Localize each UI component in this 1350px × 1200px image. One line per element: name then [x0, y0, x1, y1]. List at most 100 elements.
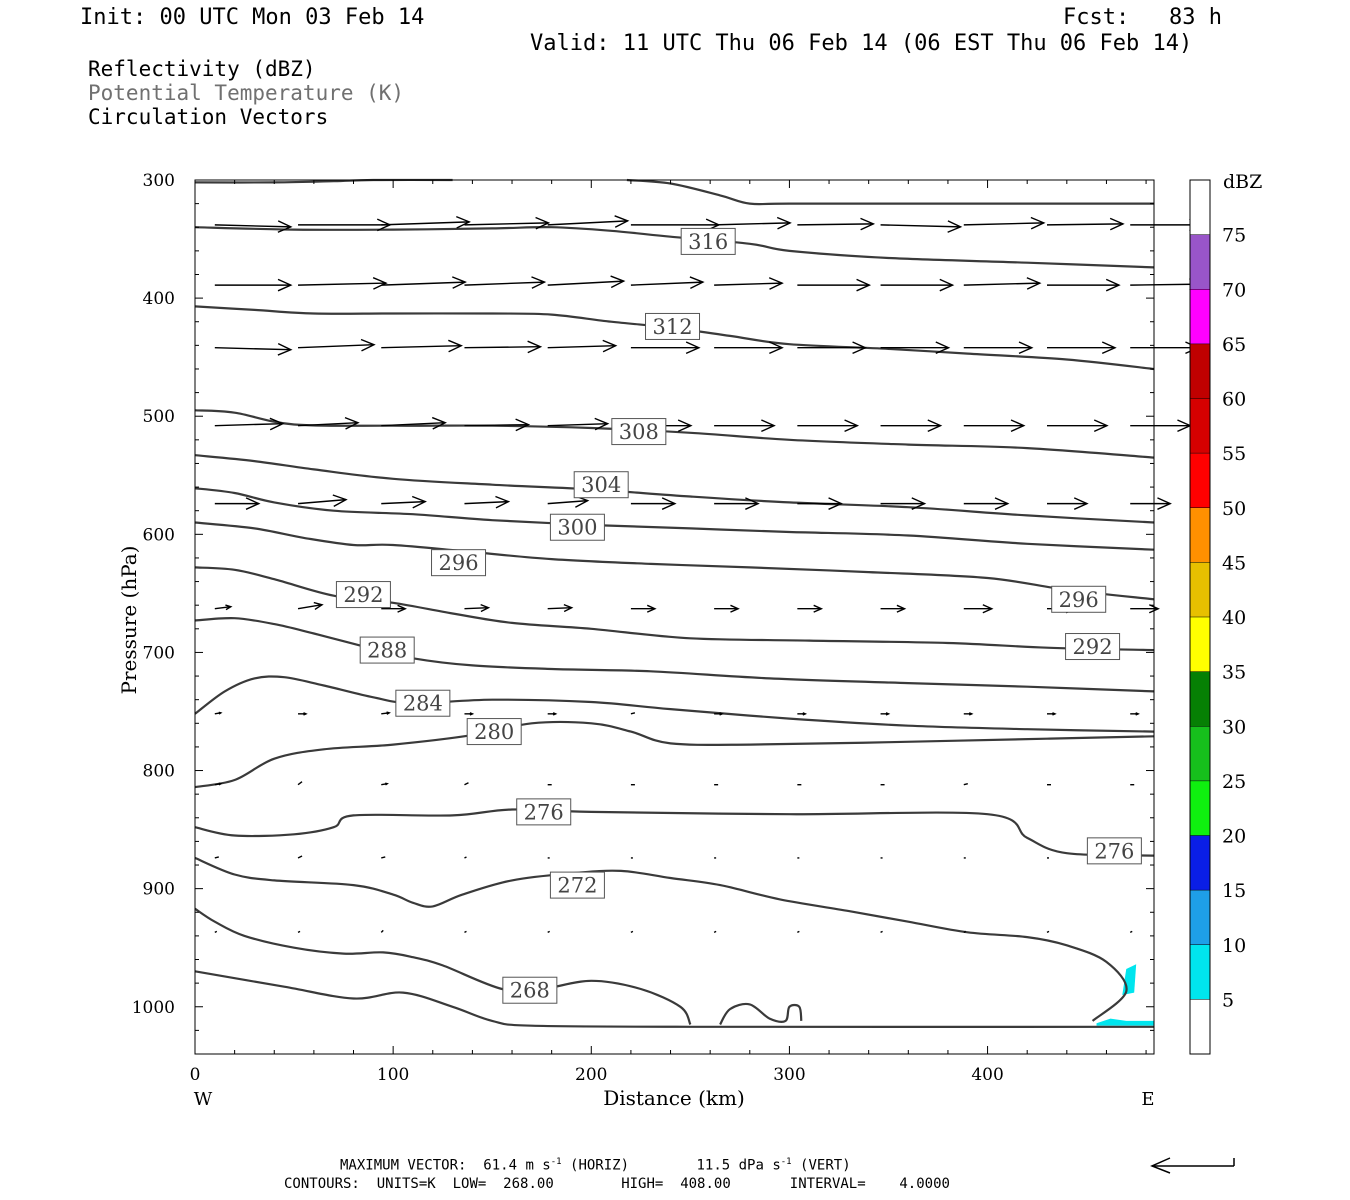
colorbar-swatch-55	[1190, 398, 1210, 454]
circulation-vector-3-0	[214, 417, 285, 431]
circulation-vector-1-8	[880, 278, 955, 292]
contour-label-276-3: 276	[1086, 837, 1142, 865]
circulation-vector-2-1	[298, 338, 376, 352]
circulation-vector-6-1	[298, 712, 308, 716]
circulation-vector-4-8	[880, 497, 927, 510]
circulation-vector-4-5	[630, 497, 677, 510]
y-tick-500: 500	[143, 407, 175, 427]
circulation-vector-6-4	[547, 712, 558, 716]
circulation-vector-4-2	[381, 495, 427, 509]
circulation-vector-6-0	[214, 711, 223, 715]
theta-contour-276-4	[194, 808, 1155, 857]
circulation-vector-9-3	[464, 930, 467, 933]
title-circulation-vectors: Circulation Vectors	[88, 105, 329, 129]
circulation-vector-5-6	[714, 604, 740, 613]
svg-text:276: 276	[1094, 839, 1134, 863]
colorbar-label-45: 45	[1222, 552, 1246, 574]
circulation-vector-9-2	[380, 929, 384, 933]
circulation-vector-8-2	[381, 856, 386, 859]
colorbar-title: dBZ	[1223, 171, 1262, 193]
x-tick-100: 100	[377, 1065, 409, 1085]
circulation-vector-2-7	[797, 341, 868, 355]
theta-contour-288-7	[194, 617, 1155, 693]
x-tick-200: 200	[575, 1065, 607, 1085]
circulation-vector-1-4	[547, 275, 626, 289]
circulation-vector-9-0	[214, 930, 218, 933]
circulation-vector-6-3	[464, 712, 475, 716]
svg-text:288: 288	[367, 639, 407, 663]
svg-text:304: 304	[581, 473, 621, 497]
svg-text:280: 280	[474, 720, 514, 744]
circulation-vector-7-3	[464, 782, 469, 786]
circulation-vector-6-2	[381, 711, 391, 715]
low-value: 268.00	[503, 1176, 554, 1192]
circulation-vector-0-9	[963, 216, 1046, 230]
circulation-vector-5-2	[381, 604, 407, 613]
circulation-vector-3-10	[1047, 419, 1109, 433]
contour-label-296-9: 296	[431, 549, 487, 577]
contour-label-284-5: 284	[395, 689, 451, 717]
colorbar-swatch-below	[1190, 999, 1210, 1054]
y-tick-400: 400	[143, 289, 175, 309]
high-value: 408.00	[680, 1176, 731, 1192]
theta-contour-280-5	[194, 720, 1155, 789]
horiz-exponent: -1	[550, 1157, 562, 1167]
contour-label-292-7: 292	[335, 581, 391, 609]
svg-text:316: 316	[688, 230, 728, 254]
y-axis-label: Pressure (hPa)	[117, 546, 141, 695]
circulation-vector-6-8	[880, 712, 891, 716]
footer-max-vector: MAXIMUM VECTOR: 61.4 m s-1 (HORIZ) 11.5 …	[340, 1157, 851, 1174]
theta-contour-296-9	[194, 521, 1155, 601]
colorbar-swatch-25	[1190, 726, 1210, 781]
circulation-vector-4-10	[1047, 497, 1089, 510]
circulation-vector-8-1	[297, 855, 303, 859]
circulation-vector-1-5	[630, 276, 705, 289]
circulation-vector-8-0	[214, 856, 219, 859]
contour-label-316-15: 316	[680, 227, 736, 255]
theta-contour-316-14	[194, 226, 1155, 269]
contour-label-304-12: 304	[573, 471, 629, 499]
circulation-vector-3-8	[880, 419, 943, 433]
circulation-vector-2-3	[464, 340, 543, 354]
colorbar-swatch-5	[1190, 944, 1210, 1000]
circulation-vector-0-4	[547, 215, 630, 228]
circulation-vector-0-8	[880, 220, 963, 233]
theta-contour-272-3	[194, 856, 1128, 1022]
circulation-vector-4-7	[797, 497, 844, 510]
svg-text:312: 312	[652, 315, 692, 339]
colorbar-label-60: 60	[1222, 389, 1246, 411]
theta-contour-308-12	[194, 409, 1155, 459]
circulation-vector-4-1	[297, 494, 348, 507]
circulation-vector-5-3	[464, 603, 491, 613]
theta-contour-268-0	[194, 970, 1155, 1028]
init-time: Init: 00 UTC Mon 03 Feb 14	[80, 5, 425, 30]
x-tick-0: 0	[190, 1065, 201, 1085]
circulation-vector-1-9	[963, 277, 1042, 290]
circulation-vector-6-7	[797, 712, 808, 716]
x-end-west: W	[194, 1089, 213, 1110]
circulation-vector-3-2	[381, 416, 447, 430]
theta-contour-320-16	[626, 178, 1154, 206]
colorbar-label-55: 55	[1222, 443, 1246, 465]
circulation-vector-6-6	[714, 712, 724, 716]
theta-contour-272-2	[719, 1002, 803, 1026]
svg-text:296: 296	[1059, 588, 1099, 612]
circulation-vector-1-3	[464, 276, 547, 289]
colorbar-swatch-65	[1190, 289, 1210, 344]
theta-contour-304-11	[194, 454, 1155, 524]
circulation-vector-5-1	[297, 601, 324, 611]
colorbar-label-20: 20	[1222, 826, 1246, 848]
circulation-vector-0-2	[381, 215, 471, 229]
circulation-vector-9-5	[630, 930, 634, 933]
contour-label-312-14: 312	[645, 312, 701, 340]
circulation-vector-9-1	[297, 930, 301, 933]
colorbar-swatch-50	[1190, 453, 1210, 508]
circulation-vector-9-6	[713, 930, 717, 933]
svg-text:272: 272	[557, 874, 597, 898]
contour-label-layer: 268 272 276 276 280 284 288 292 292 296 296 300 304 3…	[335, 227, 1142, 1004]
circulation-vector-9-10	[1046, 930, 1050, 933]
circulation-vector-8-3	[464, 856, 467, 859]
x-end-east: E	[1141, 1089, 1154, 1110]
circulation-vector-1-6	[714, 277, 784, 290]
